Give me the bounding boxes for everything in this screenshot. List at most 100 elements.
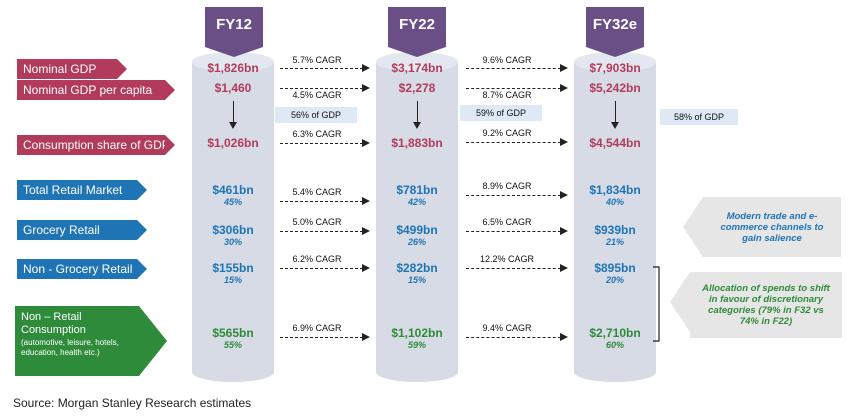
cagr-consumption-1: 6.3% CAGR (292, 129, 342, 139)
row-label-nominal-gdp: Nominal GDP (17, 59, 127, 79)
pct-non-retail-fy12: 55% (223, 340, 242, 350)
cylinder-fy32e-bottom (574, 362, 656, 382)
value-grocery-fy22: $499bn (396, 223, 438, 237)
dashed-arrow-icon (466, 137, 568, 146)
dashed-arrow-icon (466, 226, 568, 235)
cagr-nominal-gdp-2: 9.6% CAGR (482, 55, 532, 65)
column-header-fy22: FY22 (388, 7, 446, 57)
value-total-retail-fy32e: $1,834bn (589, 183, 641, 197)
cagr-nominal-gdp-1: 5.7% CAGR (292, 55, 342, 65)
value-non-grocery-fy32e: $895bn (594, 261, 636, 275)
cagr-grocery-2: 6.5% CAGR (482, 217, 532, 227)
column-header-label: FY22 (399, 16, 435, 33)
callout-text: Allocation of spends to shift in favour … (702, 283, 830, 327)
cylinder-fy22-bottom (376, 362, 458, 382)
value-gdp-per-capita-fy22: $2,278 (398, 81, 436, 95)
cylinder-fy12-top (192, 52, 274, 72)
value-consumption-fy32e: $4,544bn (589, 136, 641, 150)
row-label-non-retail: Non – Retail Consumption (automotive, le… (21, 311, 141, 358)
dashed-arrow-icon (280, 83, 370, 92)
dashed-arrow-icon (466, 63, 568, 72)
value-non-grocery-fy22: $282bn (396, 261, 438, 275)
value-total-retail-fy12: $461bn (212, 183, 254, 197)
value-non-retail-fy22: $1,102bn (391, 326, 443, 340)
cagr-non-retail-2: 9.4% CAGR (482, 323, 532, 333)
row-label-non-grocery: Non - Grocery Retail (17, 259, 147, 279)
cagr-total-retail-2: 8.9% CAGR (482, 181, 532, 191)
value-gdp-per-capita-fy32e: $5,242bn (589, 81, 641, 95)
row-label-consumption: Consumption share of GDP (17, 135, 175, 155)
callout-text: Modern trade and e-commerce channels to … (720, 210, 824, 244)
source-note: Source: Morgan Stanley Research estimate… (13, 396, 252, 410)
pct-total-retail-fy32e: 40% (605, 197, 624, 207)
row-label-non-retail-shape (15, 306, 167, 376)
dashed-arrow-icon (280, 138, 370, 147)
row-label-text: Consumption share of GDP (23, 138, 170, 152)
value-total-retail-fy22: $781bn (396, 183, 438, 197)
row-label-text: Nominal GDP per capita (23, 83, 153, 97)
pct-grocery-fy22: 26% (407, 237, 426, 247)
cylinder-fy12-bottom (192, 362, 274, 382)
cylinder-fy22-top (376, 52, 458, 72)
value-non-retail-fy12: $565bn (212, 326, 254, 340)
dashed-arrow-icon (280, 332, 370, 341)
pct-grocery-fy32e: 21% (605, 237, 624, 247)
bracket-icon (653, 266, 660, 342)
value-nominal-gdp-fy32e: $7,903bn (589, 61, 641, 75)
row-label-total-retail: Total Retail Market (17, 180, 147, 200)
down-arrow-icon (229, 101, 237, 129)
pct-grocery-fy12: 30% (223, 237, 242, 247)
row-label-grocery: Grocery Retail (17, 220, 147, 240)
column-header-fy12: FY12 (205, 7, 263, 57)
value-consumption-fy12: $1,026bn (207, 136, 259, 150)
callout-allocation: Allocation of spends to shift in favour … (670, 272, 842, 338)
row-label-gdp-per-capita: Nominal GDP per capita (17, 80, 175, 100)
value-non-grocery-fy12: $155bn (212, 261, 254, 275)
row-label-text: Grocery Retail (23, 223, 100, 237)
share-of-gdp-fy12: 56% of GDP (275, 107, 357, 123)
row-label-text: Nominal GDP (23, 62, 97, 76)
cagr-gdp-per-capita-2: 8.7% CAGR (482, 90, 532, 100)
value-grocery-fy32e: $939bn (594, 223, 636, 237)
cagr-non-retail-1: 6.9% CAGR (292, 323, 342, 333)
share-of-gdp-fy32e: 58% of GDP (660, 109, 738, 125)
dashed-arrow-icon (280, 196, 370, 205)
dashed-arrow-icon (466, 263, 568, 272)
value-nominal-gdp-fy22: $3,174bn (391, 61, 443, 75)
pct-total-retail-fy22: 42% (407, 197, 426, 207)
down-arrow-icon (611, 101, 619, 129)
cagr-consumption-2: 9.2% CAGR (482, 128, 532, 138)
cagr-gdp-per-capita-1: 4.5% CAGR (292, 90, 342, 100)
cagr-grocery-1: 5.0% CAGR (292, 217, 342, 227)
dashed-arrow-icon (280, 63, 370, 72)
value-grocery-fy12: $306bn (212, 223, 254, 237)
value-consumption-fy22: $1,883bn (391, 136, 443, 150)
dashed-arrow-icon (280, 263, 370, 272)
pct-non-retail-fy22: 59% (407, 340, 426, 350)
pct-non-grocery-fy32e: 20% (605, 275, 624, 285)
cylinder-fy32e-top (574, 52, 656, 72)
down-arrow-icon (413, 101, 421, 129)
row-label-text: Total Retail Market (23, 183, 123, 197)
column-header-label: FY12 (216, 16, 252, 33)
cagr-non-grocery-1: 6.2% CAGR (292, 254, 342, 264)
row-label-text: Non – Retail Consumption (21, 311, 86, 336)
column-header-fy32e: FY32e (586, 7, 644, 57)
dashed-arrow-icon (466, 332, 568, 341)
pct-non-retail-fy32e: 60% (605, 340, 624, 350)
value-nominal-gdp-fy12: $1,826bn (207, 61, 259, 75)
row-label-text: Non - Grocery Retail (23, 262, 133, 276)
pct-non-grocery-fy22: 15% (407, 275, 426, 285)
row-label-subtext: (automotive, leisure, hotels, education,… (21, 338, 119, 357)
cagr-non-grocery-2: 12.2% CAGR (479, 254, 535, 264)
callout-modern-trade: Modern trade and e-commerce channels to … (683, 197, 841, 257)
pct-total-retail-fy12: 45% (223, 197, 242, 207)
dashed-arrow-icon (466, 83, 568, 92)
value-gdp-per-capita-fy12: $1,460 (214, 81, 252, 95)
dashed-arrow-icon (280, 226, 370, 235)
pct-non-grocery-fy12: 15% (223, 275, 242, 285)
column-header-label: FY32e (592, 16, 638, 33)
value-non-retail-fy32e: $2,710bn (589, 326, 641, 340)
dashed-arrow-icon (466, 190, 568, 199)
cagr-total-retail-1: 5.4% CAGR (292, 187, 342, 197)
